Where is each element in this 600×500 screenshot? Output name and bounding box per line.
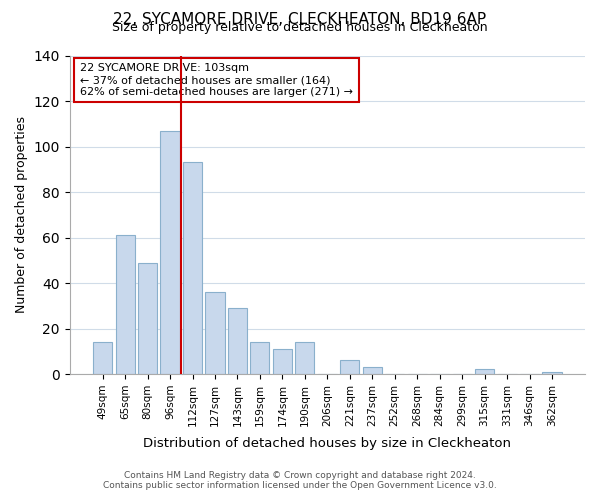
Bar (250, 342, 269, 374)
Bar (160, 130, 179, 374)
Text: Contains HM Land Registry data © Crown copyright and database right 2024.
Contai: Contains HM Land Registry data © Crown c… (103, 470, 497, 490)
Text: 22, SYCAMORE DRIVE, CLECKHEATON, BD19 6AP: 22, SYCAMORE DRIVE, CLECKHEATON, BD19 6A… (113, 12, 487, 26)
Bar (183, 162, 202, 374)
Text: 22 SYCAMORE DRIVE: 103sqm
← 37% of detached houses are smaller (164)
62% of semi: 22 SYCAMORE DRIVE: 103sqm ← 37% of detac… (80, 64, 353, 96)
Bar (363, 367, 382, 374)
X-axis label: Distribution of detached houses by size in Cleckheaton: Distribution of detached houses by size … (143, 437, 511, 450)
Y-axis label: Number of detached properties: Number of detached properties (15, 116, 28, 314)
Bar (542, 372, 562, 374)
Bar (93, 342, 112, 374)
Bar (138, 262, 157, 374)
Bar (273, 349, 292, 374)
Bar (295, 342, 314, 374)
Bar (340, 360, 359, 374)
Bar (228, 308, 247, 374)
Bar (475, 370, 494, 374)
Bar (116, 235, 134, 374)
Bar (205, 292, 224, 374)
Text: Size of property relative to detached houses in Cleckheaton: Size of property relative to detached ho… (112, 22, 488, 35)
